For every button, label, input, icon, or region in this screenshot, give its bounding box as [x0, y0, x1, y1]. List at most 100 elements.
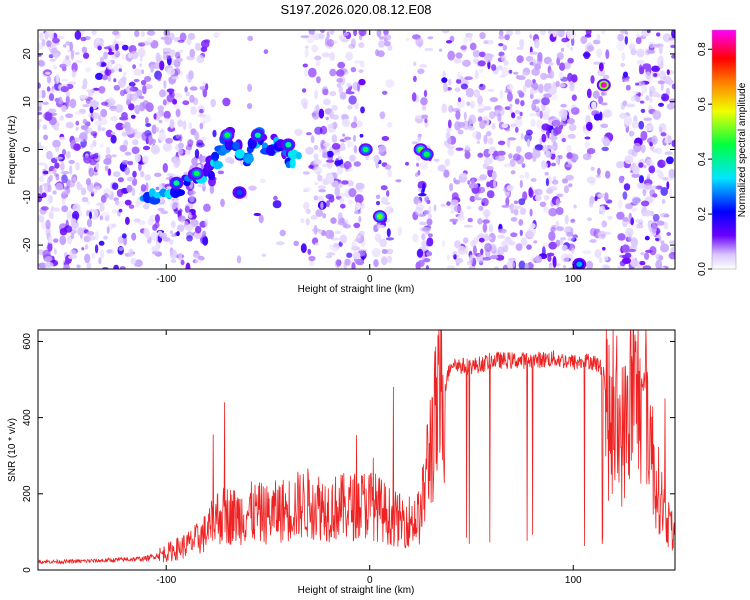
spectrogram-cell	[353, 161, 361, 167]
spectrogram-cell	[534, 195, 542, 201]
spectrogram-cell	[656, 56, 662, 66]
spectrogram-cell	[39, 184, 43, 194]
spectrogram-cell	[330, 111, 335, 115]
spectrogram-cell	[41, 192, 47, 198]
spectrogram-cell	[305, 132, 312, 136]
spectrogram-cell	[630, 259, 639, 267]
spectrogram-cell	[346, 252, 353, 258]
spectrogram-cell	[519, 179, 523, 189]
spectrogram-cell	[607, 215, 613, 220]
spectrogram-cell	[84, 253, 91, 264]
spectrogram-cell	[114, 43, 119, 51]
spectrogram-cell	[72, 203, 81, 213]
spectrogram-cell	[329, 244, 333, 249]
spectrogram-cell	[541, 133, 547, 143]
spectrogram-cell	[213, 32, 220, 38]
spectrogram-cell	[520, 133, 524, 140]
spectrogram-cell	[417, 259, 425, 267]
spectrogram-cell	[199, 122, 204, 130]
spectrogram-cell	[104, 165, 109, 172]
hot-spot-cell	[376, 213, 383, 220]
spectrogram-cell	[113, 84, 121, 91]
spectrogram-cell	[93, 132, 97, 139]
spectrogram-cell	[137, 47, 146, 58]
spectrogram-cell	[656, 169, 662, 174]
spectrogram-cell	[84, 128, 89, 136]
spectrogram-cell	[126, 176, 134, 182]
spectrogram-cell	[640, 108, 646, 113]
spectrogram-cell	[89, 143, 94, 150]
spectrogram-cell	[169, 230, 174, 234]
spectrogram-cell	[313, 195, 319, 201]
spectrogram-cell	[98, 240, 105, 246]
spectrogram-cell	[119, 89, 126, 97]
spectrogram-cell	[658, 45, 663, 55]
spectrogram-cell	[426, 199, 431, 204]
spectrogram-cell	[457, 97, 462, 103]
spectrogram-cell	[189, 94, 195, 103]
spectrogram-cell	[60, 86, 69, 93]
spectrogram-cell	[497, 113, 502, 122]
spectrogram-cell	[189, 48, 196, 58]
spectrogram-cell	[405, 37, 410, 42]
spectrogram-cell	[384, 164, 392, 170]
spectrogram-cell	[482, 257, 492, 261]
spectrogram-cell	[506, 184, 515, 192]
spectrogram-cell	[113, 264, 119, 269]
spectrogram-cell	[510, 232, 518, 238]
spectrogram-cell	[311, 228, 321, 232]
spectrogram-cell	[622, 257, 631, 265]
spectrogram-cell	[65, 55, 70, 60]
spectrogram-cell	[386, 122, 393, 128]
spectrogram-cell	[81, 46, 88, 53]
spectrogram-cell	[479, 51, 486, 58]
spectrogram-cell	[318, 189, 326, 193]
spectrogram-cell	[91, 112, 100, 120]
spectrogram-cell	[628, 212, 632, 220]
spectrogram-cell	[125, 216, 130, 225]
spectrogram-cell	[507, 257, 517, 262]
spectrogram-cell	[118, 68, 123, 72]
spectrogram-cell	[529, 208, 533, 217]
spectrogram-cell	[358, 78, 366, 86]
spectrogram-cell	[421, 114, 429, 119]
spectrogram-cell	[187, 139, 194, 145]
spectrogram-cell	[591, 101, 597, 110]
spectrogram-cell	[178, 252, 183, 259]
spectrogram-cell	[173, 162, 180, 169]
spectrogram-cell	[417, 200, 422, 208]
spectrogram-cell	[124, 167, 130, 176]
spectrogram-cell	[530, 255, 535, 264]
spectrogram-cell	[101, 127, 106, 131]
spectrogram-cell	[331, 247, 339, 252]
spectrogram-cell	[101, 101, 109, 106]
spectrogram-cell	[446, 201, 451, 206]
spectrogram-cell	[121, 44, 129, 51]
spectrogram-cell	[635, 37, 642, 45]
spectrogram-cell	[176, 224, 185, 232]
spectrogram-cell	[596, 48, 603, 58]
spectrogram-cell	[48, 93, 55, 102]
spectrogram-cell	[597, 167, 601, 176]
spectrogram-cell	[273, 195, 278, 201]
spectrogram-cell	[119, 266, 126, 269]
spectrogram-cell	[96, 61, 102, 67]
spectrogram-cell	[313, 166, 323, 175]
spectrogram-cell	[345, 51, 353, 61]
spectrogram-cell	[477, 95, 483, 105]
hot-spot-cell	[236, 189, 243, 196]
spectrogram-cell	[342, 133, 346, 137]
spectrogram-cell	[505, 197, 510, 206]
spectrogram-cell	[320, 139, 326, 150]
spectrogram-cell	[360, 106, 365, 114]
spectrogram-cell	[113, 64, 123, 69]
spectrogram-cell	[205, 83, 209, 91]
spectrogram-cell	[39, 175, 45, 183]
spectrogram-cell	[102, 74, 108, 81]
spectrogram-cell	[497, 234, 506, 239]
spectrogram-cell	[54, 162, 60, 169]
spectrogram-cell	[345, 91, 355, 95]
spectrogram-cell	[487, 88, 495, 92]
spectrogram-cell	[420, 161, 428, 170]
spectrogram-cell	[548, 241, 557, 250]
